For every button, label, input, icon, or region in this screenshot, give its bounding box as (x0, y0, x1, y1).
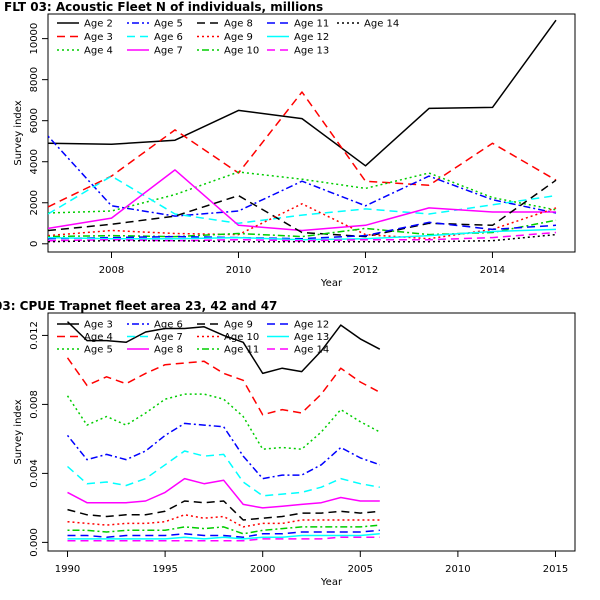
legend-label: Age 14 (294, 345, 329, 356)
chart-panel-2: 03: CPUE Trapnet fleet area 23, 42 and 4… (0, 299, 576, 588)
x-tick-label: 2012 (353, 265, 378, 276)
series-line-age-3 (48, 91, 557, 208)
x-tick-label: 2005 (348, 564, 373, 575)
legend-label: Age 8 (154, 345, 183, 356)
x-tick-label: 1995 (152, 564, 177, 575)
series-line-age-6 (66, 422, 381, 480)
y-tick-label: 6000 (29, 108, 40, 133)
chart-panel-1: FLT 03: Acoustic Fleet N of individuals,… (4, 0, 576, 289)
legend-label: Age 4 (84, 332, 113, 343)
series-lines (48, 19, 557, 243)
series-lines (66, 321, 381, 542)
legend-label: Age 2 (84, 19, 113, 30)
series-line-age-5 (48, 135, 557, 217)
series-line-age-3 (66, 321, 381, 375)
legend-label: Age 5 (84, 345, 113, 356)
legend-label: Age 13 (294, 332, 329, 343)
x-tick-label: 1990 (55, 564, 80, 575)
y-axis-label: Survey index (13, 399, 24, 464)
legend-label: Age 6 (154, 32, 183, 43)
x-tick-label: 2010 (445, 564, 470, 575)
series-line-age-2 (48, 19, 557, 167)
y-tick-label: 0.008 (29, 390, 40, 419)
legend-label: Age 9 (224, 320, 253, 331)
y-tick-label: 0.004 (29, 459, 40, 488)
legend-label: Age 7 (154, 332, 183, 343)
series-line-age-8 (67, 477, 380, 509)
legend-label: Age 13 (294, 46, 329, 57)
legend-label: Age 4 (84, 46, 113, 57)
plot-frame (47, 312, 576, 552)
series-line-age-13 (48, 231, 557, 242)
series-line-age-5 (66, 393, 381, 450)
y-tick-label: 2000 (29, 190, 40, 215)
series-line-age-11 (48, 221, 557, 240)
y-tick-label: 0.000 (29, 528, 40, 557)
legend-label: Age 10 (224, 332, 259, 343)
legend-label: Age 5 (154, 19, 183, 30)
x-tick-label: 2014 (480, 265, 505, 276)
legend-label: Age 10 (224, 46, 259, 57)
legend-label: Age 11 (294, 19, 329, 30)
y-tick-label: 0.012 (29, 321, 40, 350)
plot-frame (47, 13, 576, 253)
series-line-age-10 (67, 514, 380, 528)
chart-title: FLT 03: Acoustic Fleet N of individuals,… (4, 0, 323, 14)
series-line-age-4 (48, 171, 557, 214)
y-axis-label: Survey index (13, 100, 24, 165)
series-line-age-8 (48, 179, 557, 238)
y-tick-label: 0 (29, 241, 40, 247)
x-axis-label: Year (320, 577, 343, 588)
y-tick-label: 4000 (29, 149, 40, 174)
legend-label: Age 8 (224, 19, 253, 30)
legend: Age 2 Age 3 Age 4 Age 5 Age 6 Age 7 Age 8 Age 9… (57, 19, 399, 57)
chart-title: 03: CPUE Trapnet fleet area 23, 42 and 4… (0, 299, 277, 313)
legend-label: Age 9 (224, 32, 253, 43)
legend-label: Age 3 (84, 32, 113, 43)
y-tick-label: 10000 (29, 23, 40, 55)
series-line-age-13 (67, 533, 380, 540)
x-tick-label: 2010 (226, 265, 251, 276)
legend-label: Age 12 (294, 320, 329, 331)
legend-label: Age 3 (84, 320, 113, 331)
legend-label: Age 7 (154, 46, 183, 57)
series-line-age-11 (67, 524, 380, 535)
series-line-age-10 (48, 219, 557, 238)
series-line-age-6 (48, 175, 557, 225)
series-line-age-14 (67, 536, 380, 542)
legend-label: Age 11 (224, 345, 259, 356)
series-line-age-12 (67, 529, 380, 538)
legend-label: Age 12 (294, 32, 329, 43)
y-tick-label: 8000 (29, 67, 40, 92)
series-line-age-9 (67, 500, 380, 521)
x-axis-label: Year (320, 278, 343, 289)
series-line-age-9 (48, 203, 557, 240)
series-line-age-12 (48, 228, 557, 241)
series-line-age-4 (66, 357, 381, 416)
x-tick-label: 2008 (99, 265, 124, 276)
x-tick-label: 2015 (543, 564, 568, 575)
x-tick-label: 2000 (250, 564, 275, 575)
series-line-age-7 (48, 169, 556, 232)
legend-label: Age 6 (154, 320, 183, 331)
series-line-age-7 (67, 450, 380, 497)
legend-label: Age 14 (364, 19, 399, 30)
